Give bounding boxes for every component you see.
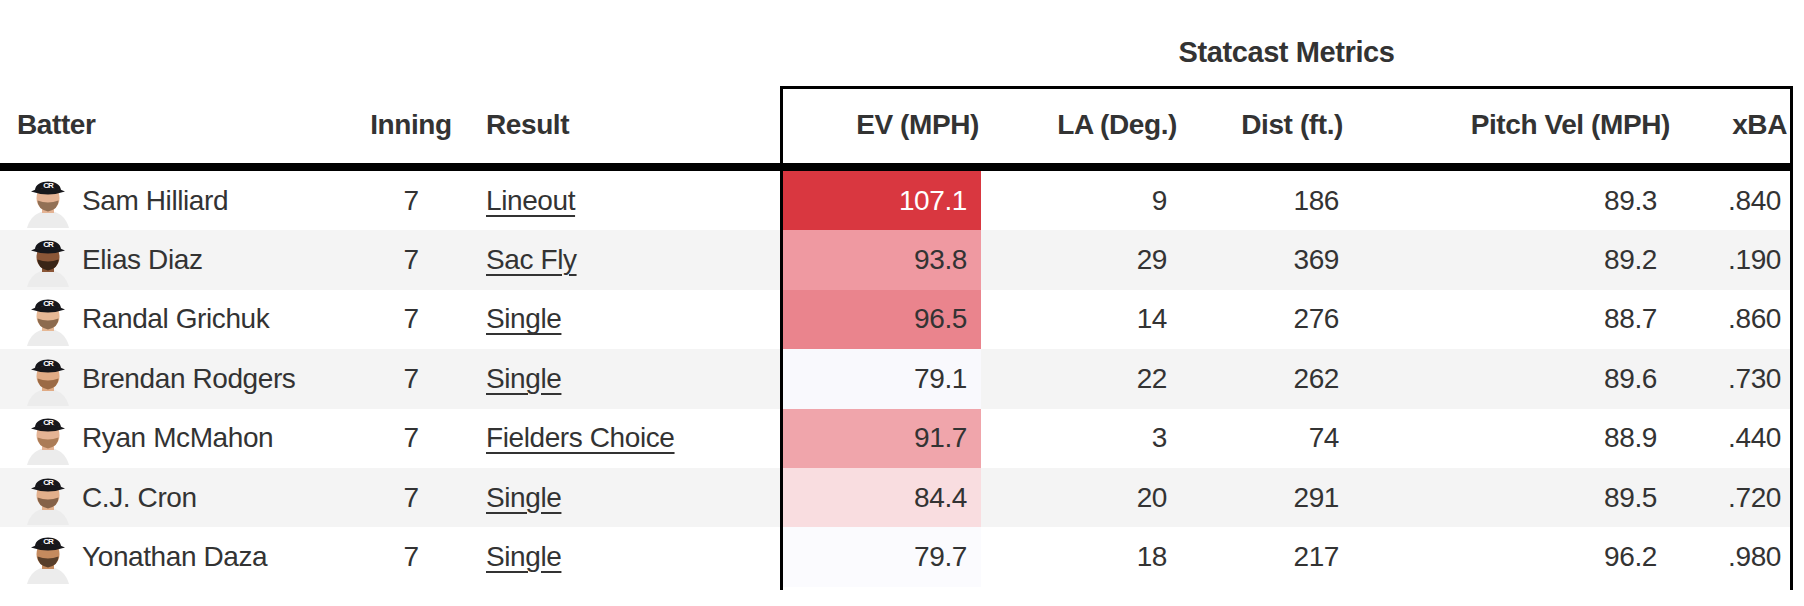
table-row: CR Sam Hilliard 7 Lineout 107.1 9 186 89… [0, 171, 1793, 230]
inning-value: 7 [351, 349, 471, 408]
batter-name: Brendan Rodgers [82, 349, 295, 408]
dist-value: 369 [1293, 230, 1339, 289]
jersey-shape [27, 270, 69, 287]
pitch-vel-value: 96.2 [1604, 527, 1657, 586]
batter-name: Yonathan Daza [82, 527, 267, 586]
column-header-dist: Dist (ft.) [1241, 86, 1343, 163]
jersey-shape [27, 448, 69, 465]
xba-value: .730 [1728, 349, 1781, 408]
la-value: 9 [1152, 171, 1167, 230]
player-headshot-avatar: CR [25, 233, 71, 287]
inning-value: 7 [351, 290, 471, 349]
cap-logo: CR [43, 240, 54, 249]
pitch-vel-value: 88.7 [1604, 290, 1657, 349]
ev-cell: 96.5 [783, 290, 981, 349]
jersey-shape [27, 508, 69, 525]
column-header-pitch-vel: Pitch Vel (MPH) [1471, 86, 1670, 163]
column-header-xba: xBA [1732, 86, 1787, 163]
la-value: 29 [1137, 230, 1167, 289]
column-header-la: LA (Deg.) [1057, 86, 1177, 163]
jersey-shape [27, 389, 69, 406]
ev-cell: 93.8 [783, 230, 981, 289]
dist-value: 74 [1309, 409, 1339, 468]
xba-value: .190 [1728, 230, 1781, 289]
header-divider [0, 163, 1793, 171]
cap-logo: CR [43, 181, 54, 190]
xba-value: .980 [1728, 527, 1781, 586]
ev-cell: 107.1 [783, 171, 981, 230]
inning-value: 7 [351, 468, 471, 527]
inning-value: 7 [351, 527, 471, 586]
pitch-vel-value: 89.5 [1604, 468, 1657, 527]
table-row: CR Brendan Rodgers 7 Single 79.1 22 262 … [0, 349, 1793, 408]
la-value: 14 [1137, 290, 1167, 349]
table-row: CR Yonathan Daza 7 Single 79.7 18 217 96… [0, 527, 1793, 586]
table-row: CR Elias Diaz 7 Sac Fly 93.8 29 369 89.2… [0, 230, 1793, 289]
table-header-row: Batter Inning Result EV (MPH) LA (Deg.) … [0, 86, 1793, 163]
result-link[interactable]: Lineout [486, 171, 575, 230]
column-header-result: Result [486, 86, 569, 163]
dist-value: 262 [1293, 349, 1339, 408]
result-link[interactable]: Single [486, 349, 561, 408]
result-link[interactable]: Fielders Choice [486, 409, 675, 468]
inning-value: 7 [351, 171, 471, 230]
xba-value: .440 [1728, 409, 1781, 468]
statcast-table-page: Statcast Metrics Batter Inning Result EV… [0, 0, 1804, 606]
jersey-shape [27, 329, 69, 346]
pitch-vel-value: 89.6 [1604, 349, 1657, 408]
batter-name: Randal Grichuk [82, 290, 269, 349]
jersey-shape [27, 211, 69, 228]
column-header-inning: Inning [351, 86, 471, 163]
ev-cell: 84.4 [783, 468, 981, 527]
player-headshot-avatar: CR [25, 411, 71, 465]
xba-value: .860 [1728, 290, 1781, 349]
result-link[interactable]: Single [486, 468, 561, 527]
result-link[interactable]: Single [486, 290, 561, 349]
cap-logo: CR [43, 418, 54, 427]
batter-name: C.J. Cron [82, 468, 197, 527]
pitch-vel-value: 89.3 [1604, 171, 1657, 230]
batter-name: Ryan McMahon [82, 409, 273, 468]
la-value: 22 [1137, 349, 1167, 408]
inning-value: 7 [351, 230, 471, 289]
table-row: CR Randal Grichuk 7 Single 96.5 14 276 8… [0, 290, 1793, 349]
column-header-ev: EV (MPH) [856, 86, 979, 163]
la-value: 3 [1152, 409, 1167, 468]
xba-value: .840 [1728, 171, 1781, 230]
result-link[interactable]: Sac Fly [486, 230, 577, 289]
table-row: CR C.J. Cron 7 Single 84.4 20 291 89.5 .… [0, 468, 1793, 527]
ev-cell: 91.7 [783, 409, 981, 468]
cap-logo: CR [43, 299, 54, 308]
xba-value: .720 [1728, 468, 1781, 527]
result-link[interactable]: Single [486, 527, 561, 586]
player-headshot-avatar: CR [25, 352, 71, 406]
pitch-vel-value: 89.2 [1604, 230, 1657, 289]
player-headshot-avatar: CR [25, 471, 71, 525]
jersey-shape [27, 567, 69, 584]
player-headshot-avatar: CR [25, 174, 71, 228]
dist-value: 217 [1293, 527, 1339, 586]
cap-logo: CR [43, 359, 54, 368]
table-row: CR Ryan McMahon 7 Fielders Choice 91.7 3… [0, 409, 1793, 468]
player-headshot-avatar: CR [25, 530, 71, 584]
batter-name: Elias Diaz [82, 230, 202, 289]
la-value: 20 [1137, 468, 1167, 527]
la-value: 18 [1137, 527, 1167, 586]
column-header-batter: Batter [17, 86, 96, 163]
ev-cell: 79.1 [783, 349, 981, 408]
ev-cell: 79.7 [783, 527, 981, 586]
table-body: CR Sam Hilliard 7 Lineout 107.1 9 186 89… [0, 171, 1793, 587]
cap-logo: CR [43, 537, 54, 546]
dist-value: 291 [1293, 468, 1339, 527]
pitch-vel-value: 88.9 [1604, 409, 1657, 468]
section-title: Statcast Metrics [780, 36, 1793, 69]
dist-value: 186 [1293, 171, 1339, 230]
player-headshot-avatar: CR [25, 292, 71, 346]
cap-logo: CR [43, 478, 54, 487]
inning-value: 7 [351, 409, 471, 468]
batter-name: Sam Hilliard [82, 171, 228, 230]
dist-value: 276 [1293, 290, 1339, 349]
